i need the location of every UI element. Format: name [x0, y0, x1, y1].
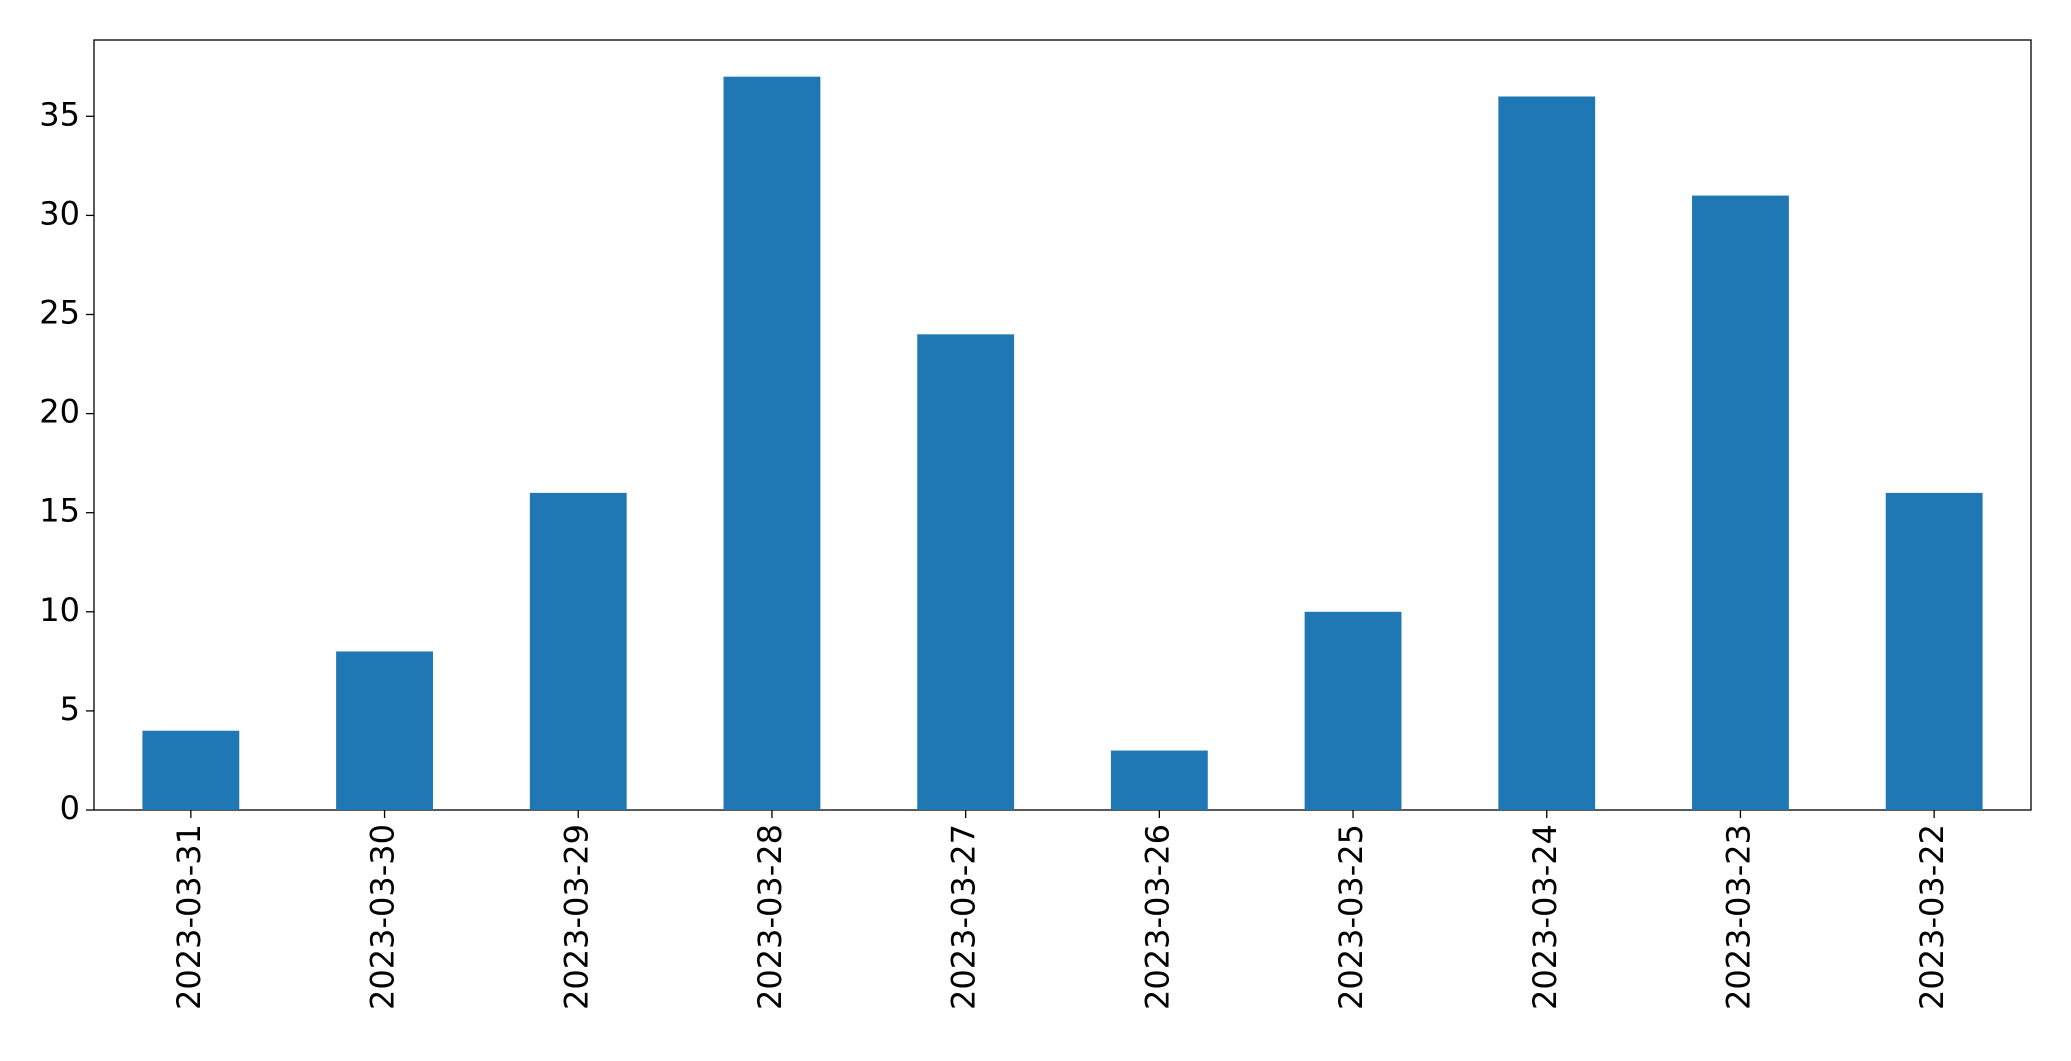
y-tick-label: 10 [39, 591, 80, 629]
y-tick-label: 0 [60, 789, 80, 827]
x-tick-label: 2023-03-30 [364, 824, 402, 1010]
x-tick-label: 2023-03-22 [1913, 824, 1951, 1010]
x-tick-label: 2023-03-31 [170, 824, 208, 1010]
y-tick-label: 20 [39, 393, 80, 431]
x-tick-label: 2023-03-26 [1138, 824, 1176, 1010]
plot-frame [93, 39, 2032, 811]
x-tick-label: 2023-03-23 [1719, 824, 1757, 1010]
y-tick-label: 30 [39, 194, 80, 232]
y-tick-label: 5 [60, 690, 80, 728]
x-tick-label: 2023-03-25 [1332, 824, 1370, 1010]
x-tick-label: 2023-03-28 [751, 824, 789, 1010]
y-tick-label: 25 [39, 294, 80, 332]
bar [1885, 492, 1983, 810]
bar [142, 730, 240, 810]
bar [723, 76, 821, 810]
bar [1498, 96, 1596, 810]
bar [336, 651, 433, 810]
bar [917, 334, 1015, 810]
x-tick-label: 2023-03-27 [945, 824, 983, 1010]
y-tick-label: 35 [39, 95, 80, 133]
x-tick-label: 2023-03-24 [1526, 824, 1564, 1010]
y-tick-label: 15 [39, 492, 80, 530]
bar [1304, 611, 1402, 810]
bar [1110, 750, 1208, 810]
x-tick-label: 2023-03-29 [557, 824, 595, 1010]
bar [1692, 195, 1789, 811]
bar [529, 492, 627, 810]
